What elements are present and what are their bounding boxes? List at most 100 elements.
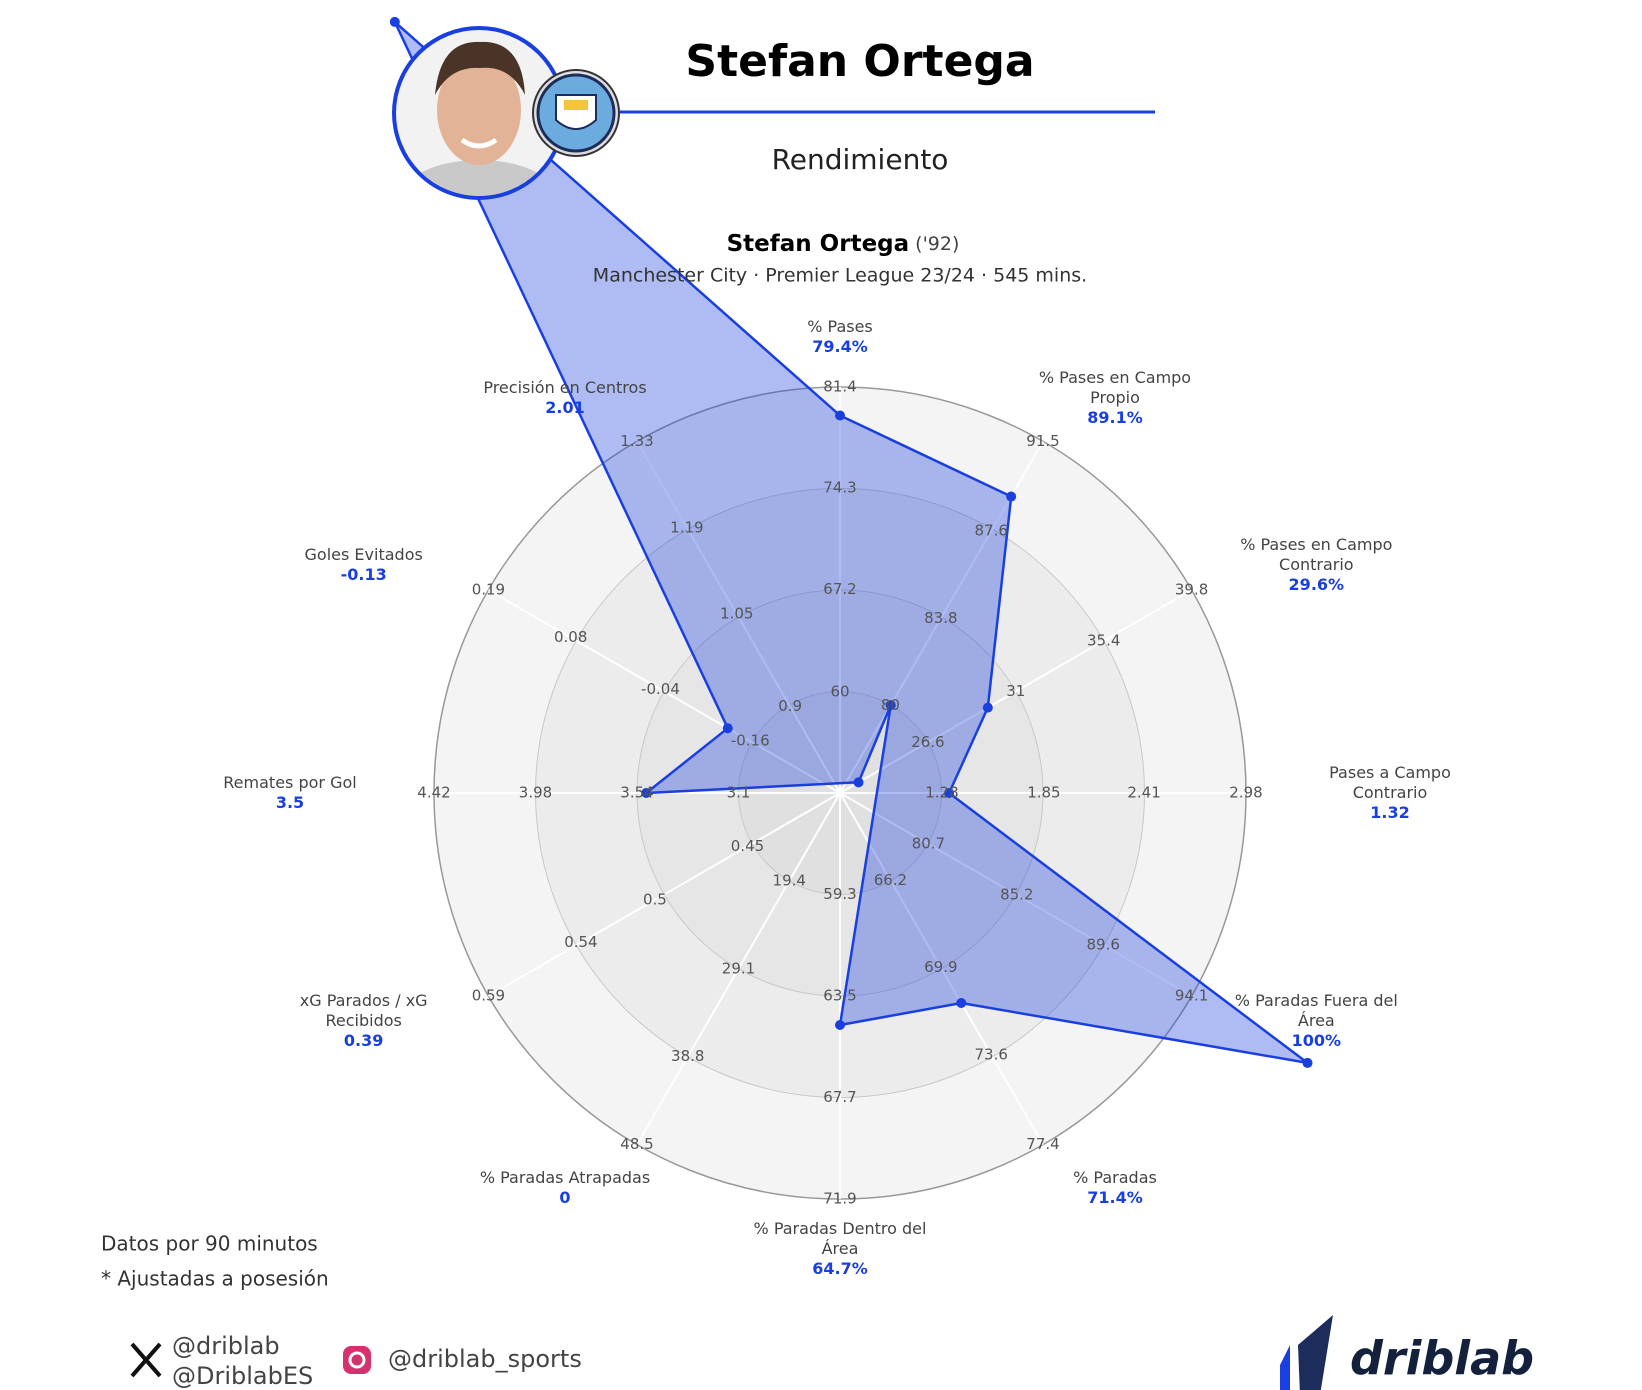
axis-name: Goles Evitados: [304, 545, 423, 564]
axis-name: % Pases: [807, 317, 873, 336]
r-tick-label: 60: [830, 682, 849, 700]
r-tick-label: 67.7: [823, 1088, 856, 1106]
x-handle: @driblab: [172, 1332, 280, 1360]
x-icon: [130, 1342, 162, 1378]
value-label: 79.4%: [812, 337, 868, 356]
spoke: [636, 440, 841, 794]
r-tick-label: 1.19: [670, 518, 703, 536]
r-tick-label: 0.54: [564, 933, 597, 951]
radar-point: [389, 16, 400, 27]
chart-title-note: ('92): [915, 233, 959, 255]
r-tick-label: 0.19: [472, 581, 505, 599]
axis-label: % Paradas Atrapadas 0: [465, 1168, 665, 1208]
chart-title-name: Stefan Ortega: [727, 231, 910, 257]
r-tick-label: 0.9: [778, 697, 802, 715]
r-tick-label: 59.3: [823, 885, 856, 903]
r-tick-label: 26.6: [911, 733, 944, 751]
r-tick-label: 3.54: [620, 784, 653, 802]
axis-name: xG Parados / xG Recibidos: [299, 991, 428, 1030]
axis-label: xG Parados / xG Recibidos 0.39: [264, 991, 464, 1051]
player-photo: [392, 26, 566, 200]
r-tick-label: 80: [881, 696, 900, 714]
r-tick-label: 3.98: [519, 784, 552, 802]
axis-label: % Paradas Dentro del Área 64.7%: [740, 1219, 940, 1279]
axis-label: Pases a Campo Contrario 1.32: [1290, 763, 1490, 823]
value-label: 3.5: [275, 793, 305, 812]
instagram-handle: @driblab_sports: [388, 1345, 582, 1373]
r-tick-label: 71.9: [823, 1190, 856, 1208]
r-tick-label: 19.4: [773, 871, 806, 889]
axis-label: % Paradas 71.4%: [1015, 1168, 1215, 1208]
value-label: 100%: [1291, 1031, 1342, 1050]
axis-label: % Pases 79.4%: [740, 317, 940, 357]
spoke: [839, 792, 1044, 1146]
spoke: [487, 589, 841, 794]
axis-label: Remates por Gol 3.5: [190, 773, 390, 813]
value-label: 29.6%: [1288, 575, 1345, 594]
axis-name: % Pases en Campo Propio: [1038, 368, 1192, 408]
axis-name: % Paradas: [1073, 1167, 1157, 1187]
axis-label: % Paradas Fuera del Área 100%: [1216, 991, 1416, 1051]
axis-name: % Paradas Atrapadas: [479, 1167, 651, 1187]
r-tick-label: -0.16: [731, 732, 770, 750]
radar-point: [853, 777, 864, 788]
value-label: 0: [559, 1187, 571, 1207]
radar-point: [641, 788, 652, 798]
note: * Ajustadas a posesión: [101, 1267, 329, 1291]
r-tick-label: 1.05: [720, 605, 753, 623]
radar-point: [835, 410, 845, 421]
axis-name: % Paradas Fuera del Área: [1234, 991, 1398, 1030]
value-label: 64.7%: [812, 1259, 868, 1278]
axis-label: % Pases en Campo Propio 89.1%: [1015, 368, 1215, 428]
r-tick-label: 35.4: [1087, 631, 1120, 649]
spoke: [487, 792, 841, 997]
r-tick-label: 89.6: [1087, 935, 1120, 953]
value-label: 71.4%: [1087, 1187, 1143, 1207]
spoke: [839, 792, 1193, 997]
x-handle: @DriblabES: [172, 1362, 313, 1390]
r-tick-label: 0.08: [554, 628, 587, 646]
r-tick-label: 1.33: [620, 432, 653, 450]
radar: 60 67.2 74.3 81.4 80 83.8 87.6 91.5 26.6 31 35.4 39…: [389, 16, 1313, 1208]
r-tick-label: 2.98: [1229, 784, 1262, 802]
value-label: 1.32: [1370, 803, 1410, 822]
r-tick-label: 1.85: [1027, 784, 1060, 802]
instagram-icon: [343, 1346, 371, 1374]
value-label: 2.01: [545, 398, 585, 418]
radar-point: [885, 700, 896, 711]
r-tick-label: -0.04: [641, 680, 680, 698]
r-tick-label: 74.3: [823, 479, 856, 497]
axis-name: % Paradas Dentro del Área: [753, 1219, 927, 1258]
r-tick-label: 67.2: [823, 580, 856, 598]
r-tick-label: 29.1: [722, 959, 755, 977]
radar-point: [835, 1020, 845, 1030]
axis-label: Goles Evitados -0.13: [264, 545, 464, 585]
note: Datos por 90 minutos: [101, 1232, 318, 1256]
axis-label: % Pases en Campo Contrario 29.6%: [1216, 535, 1416, 595]
radar-point: [1006, 491, 1017, 502]
r-tick-label: 94.1: [1175, 987, 1208, 1005]
r-tick-label: 31: [1006, 682, 1025, 700]
title: Stefan Ortega: [685, 36, 1034, 87]
axis-name: Precisión en Centros: [483, 378, 647, 398]
value-label: 89.1%: [1087, 408, 1143, 428]
radar-point: [944, 788, 955, 798]
r-tick-label: 83.8: [924, 609, 957, 627]
club-badge: [532, 69, 620, 157]
r-tick-label: 48.5: [620, 1135, 653, 1153]
radar-point: [956, 998, 967, 1009]
r-tick-label: 87.6: [975, 522, 1008, 540]
axis-name: % Pases en Campo Contrario: [1240, 535, 1393, 574]
r-tick-label: 38.8: [671, 1047, 704, 1065]
r-tick-label: 85.2: [1000, 886, 1033, 904]
r-tick-label: 91.5: [1026, 432, 1059, 450]
logo: driblab: [1350, 1332, 1534, 1386]
r-tick-label: 66.2: [874, 871, 907, 889]
r-tick-label: 69.9: [924, 958, 957, 976]
spoke: [636, 792, 841, 1146]
value-label: 0.39: [343, 1031, 384, 1050]
r-tick-label: 39.8: [1175, 581, 1208, 599]
subtitle: Rendimiento: [772, 143, 949, 176]
